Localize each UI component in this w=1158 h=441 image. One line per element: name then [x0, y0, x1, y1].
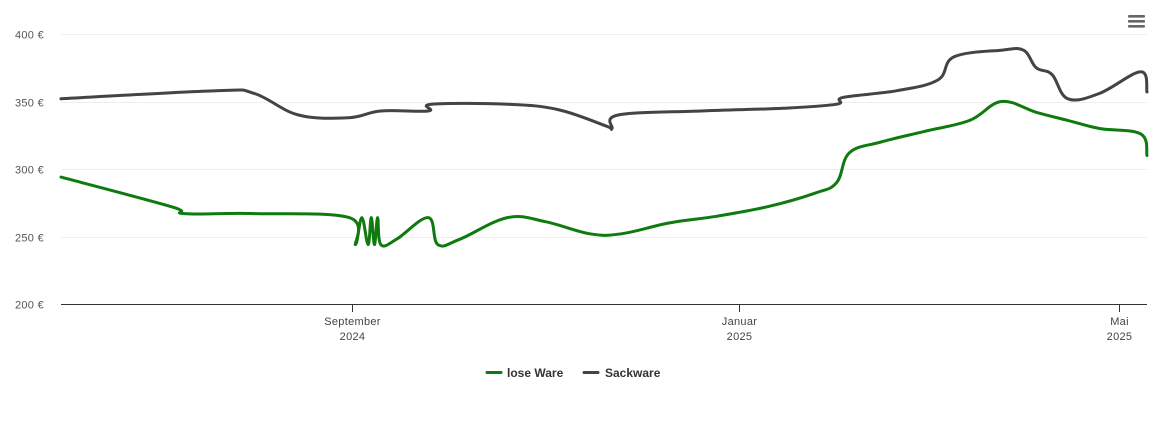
x-tick-label-month: Januar [722, 316, 757, 328]
y-tick-label: 400 € [15, 30, 44, 42]
series-line-lose-ware[interactable] [59, 99, 1149, 248]
gridlines [61, 34, 1147, 238]
x-tick-label-month: Mai [1110, 316, 1129, 328]
hamburger-menu-icon[interactable] [1128, 14, 1145, 29]
series-line-sackware[interactable] [59, 46, 1149, 131]
legend-item-lose-ware[interactable]: lose Ware [485, 366, 564, 380]
y-tick-label: 350 € [15, 98, 44, 110]
x-axis: September 2024 Januar 2025 Mai 2025 [61, 304, 1147, 343]
legend-label: lose Ware [507, 366, 564, 380]
y-tick-label: 200 € [15, 300, 44, 312]
x-tick-label-year: 2025 [727, 331, 753, 343]
x-tick-label-month: September [324, 316, 381, 328]
legend-item-sackware[interactable]: Sackware [582, 366, 661, 380]
y-axis: 200 € 250 € 300 € 350 € 400 € [15, 30, 44, 312]
x-tick-label-year: 2024 [340, 331, 366, 343]
y-tick-label: 300 € [15, 165, 44, 177]
y-tick-label: 250 € [15, 233, 44, 245]
series-lines [59, 46, 1149, 248]
legend[interactable]: lose Ware Sackware [485, 366, 661, 380]
x-tick-label-year: 2025 [1107, 331, 1133, 343]
legend-label: Sackware [605, 366, 661, 380]
